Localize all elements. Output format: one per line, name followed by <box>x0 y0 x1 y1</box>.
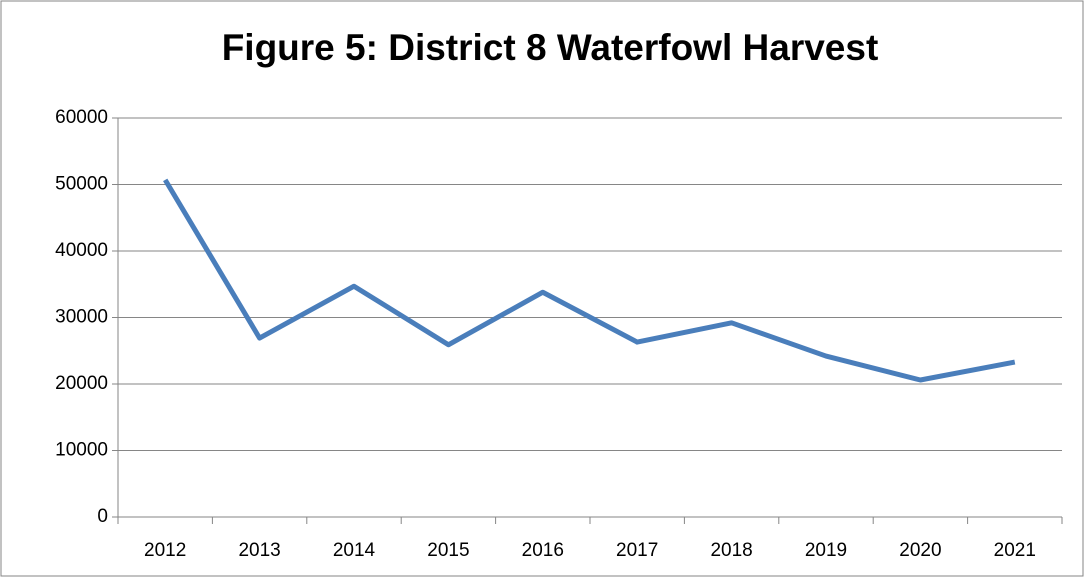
y-tick-label: 30000 <box>55 307 108 328</box>
x-tick-label: 2020 <box>899 540 941 561</box>
y-tick-label: 40000 <box>55 240 108 261</box>
data-line <box>163 178 1016 383</box>
x-tick-label: 2021 <box>994 540 1036 561</box>
x-tick-label: 2018 <box>710 540 752 561</box>
x-tick-label: 2019 <box>805 540 847 561</box>
x-tick-label: 2012 <box>144 540 186 561</box>
x-tick-label: 2014 <box>333 540 376 561</box>
y-tick-label: 60000 <box>55 107 108 128</box>
x-tick-label: 2013 <box>238 540 280 561</box>
x-tick-label: 2017 <box>616 540 658 561</box>
y-tick-label: 0 <box>97 506 108 527</box>
y-tick-label: 50000 <box>55 174 108 195</box>
chart-title: Figure 5: District 8 Waterfowl Harvest <box>222 27 879 68</box>
y-tick-label: 20000 <box>55 373 108 394</box>
y-tick-label: 10000 <box>55 440 108 461</box>
x-tick-label: 2016 <box>522 540 564 561</box>
x-tick-label: 2015 <box>427 540 469 561</box>
